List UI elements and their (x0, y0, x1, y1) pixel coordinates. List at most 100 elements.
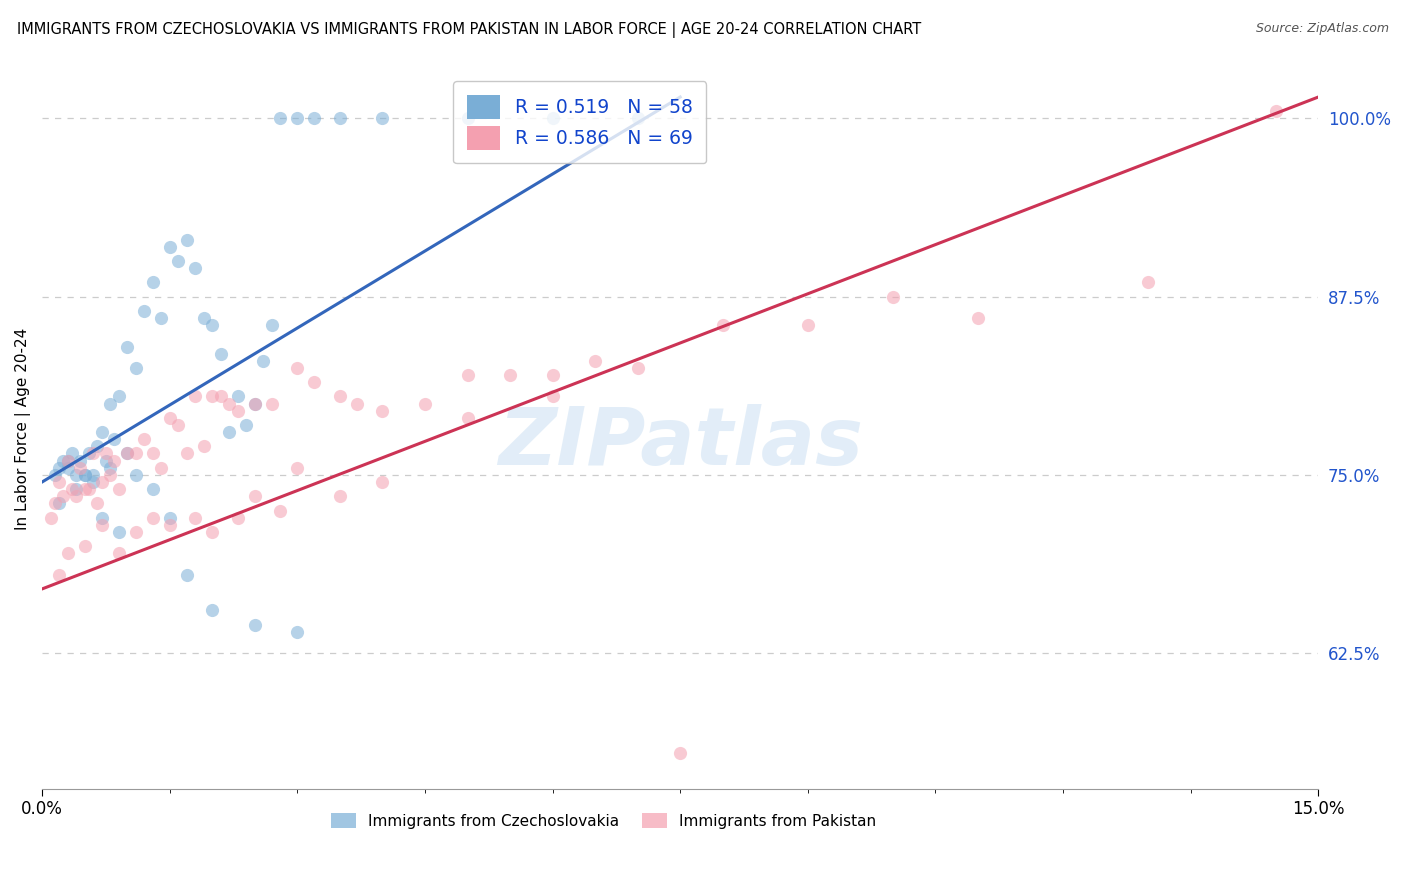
Legend: Immigrants from Czechoslovakia, Immigrants from Pakistan: Immigrants from Czechoslovakia, Immigran… (325, 806, 882, 835)
Point (260, 318, 283, 333)
Point (125, 524, 148, 539)
Point (184, 261, 207, 276)
Point (457, 410, 479, 425)
Point (142, 276, 165, 290)
Point (77, 446, 100, 460)
Point (56, 546, 79, 560)
Point (90, 425, 112, 439)
Point (52, 453, 75, 467)
Text: Source: ZipAtlas.com: Source: ZipAtlas.com (1256, 22, 1389, 36)
Point (44, 496, 66, 510)
Point (235, 417, 257, 432)
Point (209, 389, 232, 403)
Point (90, 517, 112, 532)
Point (226, 389, 249, 403)
Point (73, 539, 96, 553)
Point (115, 446, 138, 460)
Point (329, 112, 352, 126)
Point (98, 396, 121, 410)
Point (371, 403, 394, 417)
Point (967, 311, 990, 326)
Point (329, 489, 352, 503)
Point (176, 567, 198, 582)
Point (627, 360, 650, 375)
Point (252, 353, 274, 368)
Point (69, 460, 91, 475)
Point (541, 389, 564, 403)
Point (243, 396, 266, 410)
Point (184, 510, 207, 524)
Point (86, 496, 108, 510)
Text: ZIPatlas: ZIPatlas (498, 404, 863, 482)
Point (371, 475, 394, 489)
Point (304, 112, 326, 126)
Point (285, 624, 308, 639)
Point (94, 453, 117, 467)
Point (201, 389, 224, 403)
Point (218, 396, 240, 410)
Point (98, 467, 121, 482)
Point (159, 510, 181, 524)
Point (304, 375, 326, 389)
Point (73, 482, 96, 496)
Point (142, 510, 165, 524)
Point (82, 467, 104, 482)
Point (115, 446, 138, 460)
Point (56, 453, 79, 467)
Point (52, 489, 75, 503)
Point (48, 475, 70, 489)
Point (48, 460, 70, 475)
Point (457, 368, 479, 382)
Point (159, 410, 181, 425)
Point (98, 460, 121, 475)
Point (285, 360, 308, 375)
Point (103, 432, 125, 446)
Point (107, 389, 129, 403)
Point (73, 467, 96, 482)
Point (107, 482, 129, 496)
Point (209, 346, 232, 360)
Point (167, 254, 190, 268)
Point (260, 396, 283, 410)
Point (797, 318, 820, 333)
Point (39, 510, 62, 524)
Point (65, 467, 87, 482)
Point (457, 112, 479, 126)
Point (243, 489, 266, 503)
Point (82, 475, 104, 489)
Point (176, 446, 198, 460)
Y-axis label: In Labor Force | Age 20-24: In Labor Force | Age 20-24 (15, 327, 31, 530)
Point (499, 368, 522, 382)
Point (193, 439, 215, 453)
Point (218, 425, 240, 439)
Point (243, 396, 266, 410)
Point (134, 432, 156, 446)
Point (56, 453, 79, 467)
Point (48, 496, 70, 510)
Point (193, 311, 215, 326)
Point (226, 403, 249, 417)
Point (86, 439, 108, 453)
Point (269, 112, 291, 126)
Point (167, 417, 190, 432)
Point (882, 290, 904, 304)
Point (201, 524, 224, 539)
Point (541, 368, 564, 382)
Point (371, 112, 394, 126)
Point (134, 304, 156, 318)
Point (269, 503, 291, 517)
Point (65, 482, 87, 496)
Point (541, 112, 564, 126)
Point (285, 112, 308, 126)
Text: IMMIGRANTS FROM CZECHOSLOVAKIA VS IMMIGRANTS FROM PAKISTAN IN LABOR FORCE | AGE : IMMIGRANTS FROM CZECHOSLOVAKIA VS IMMIGR… (17, 22, 921, 38)
Point (201, 603, 224, 617)
Point (103, 453, 125, 467)
Point (142, 482, 165, 496)
Point (150, 460, 173, 475)
Point (107, 546, 129, 560)
Point (65, 489, 87, 503)
Point (115, 340, 138, 354)
Point (60, 482, 83, 496)
Point (56, 460, 79, 475)
Point (226, 510, 249, 524)
